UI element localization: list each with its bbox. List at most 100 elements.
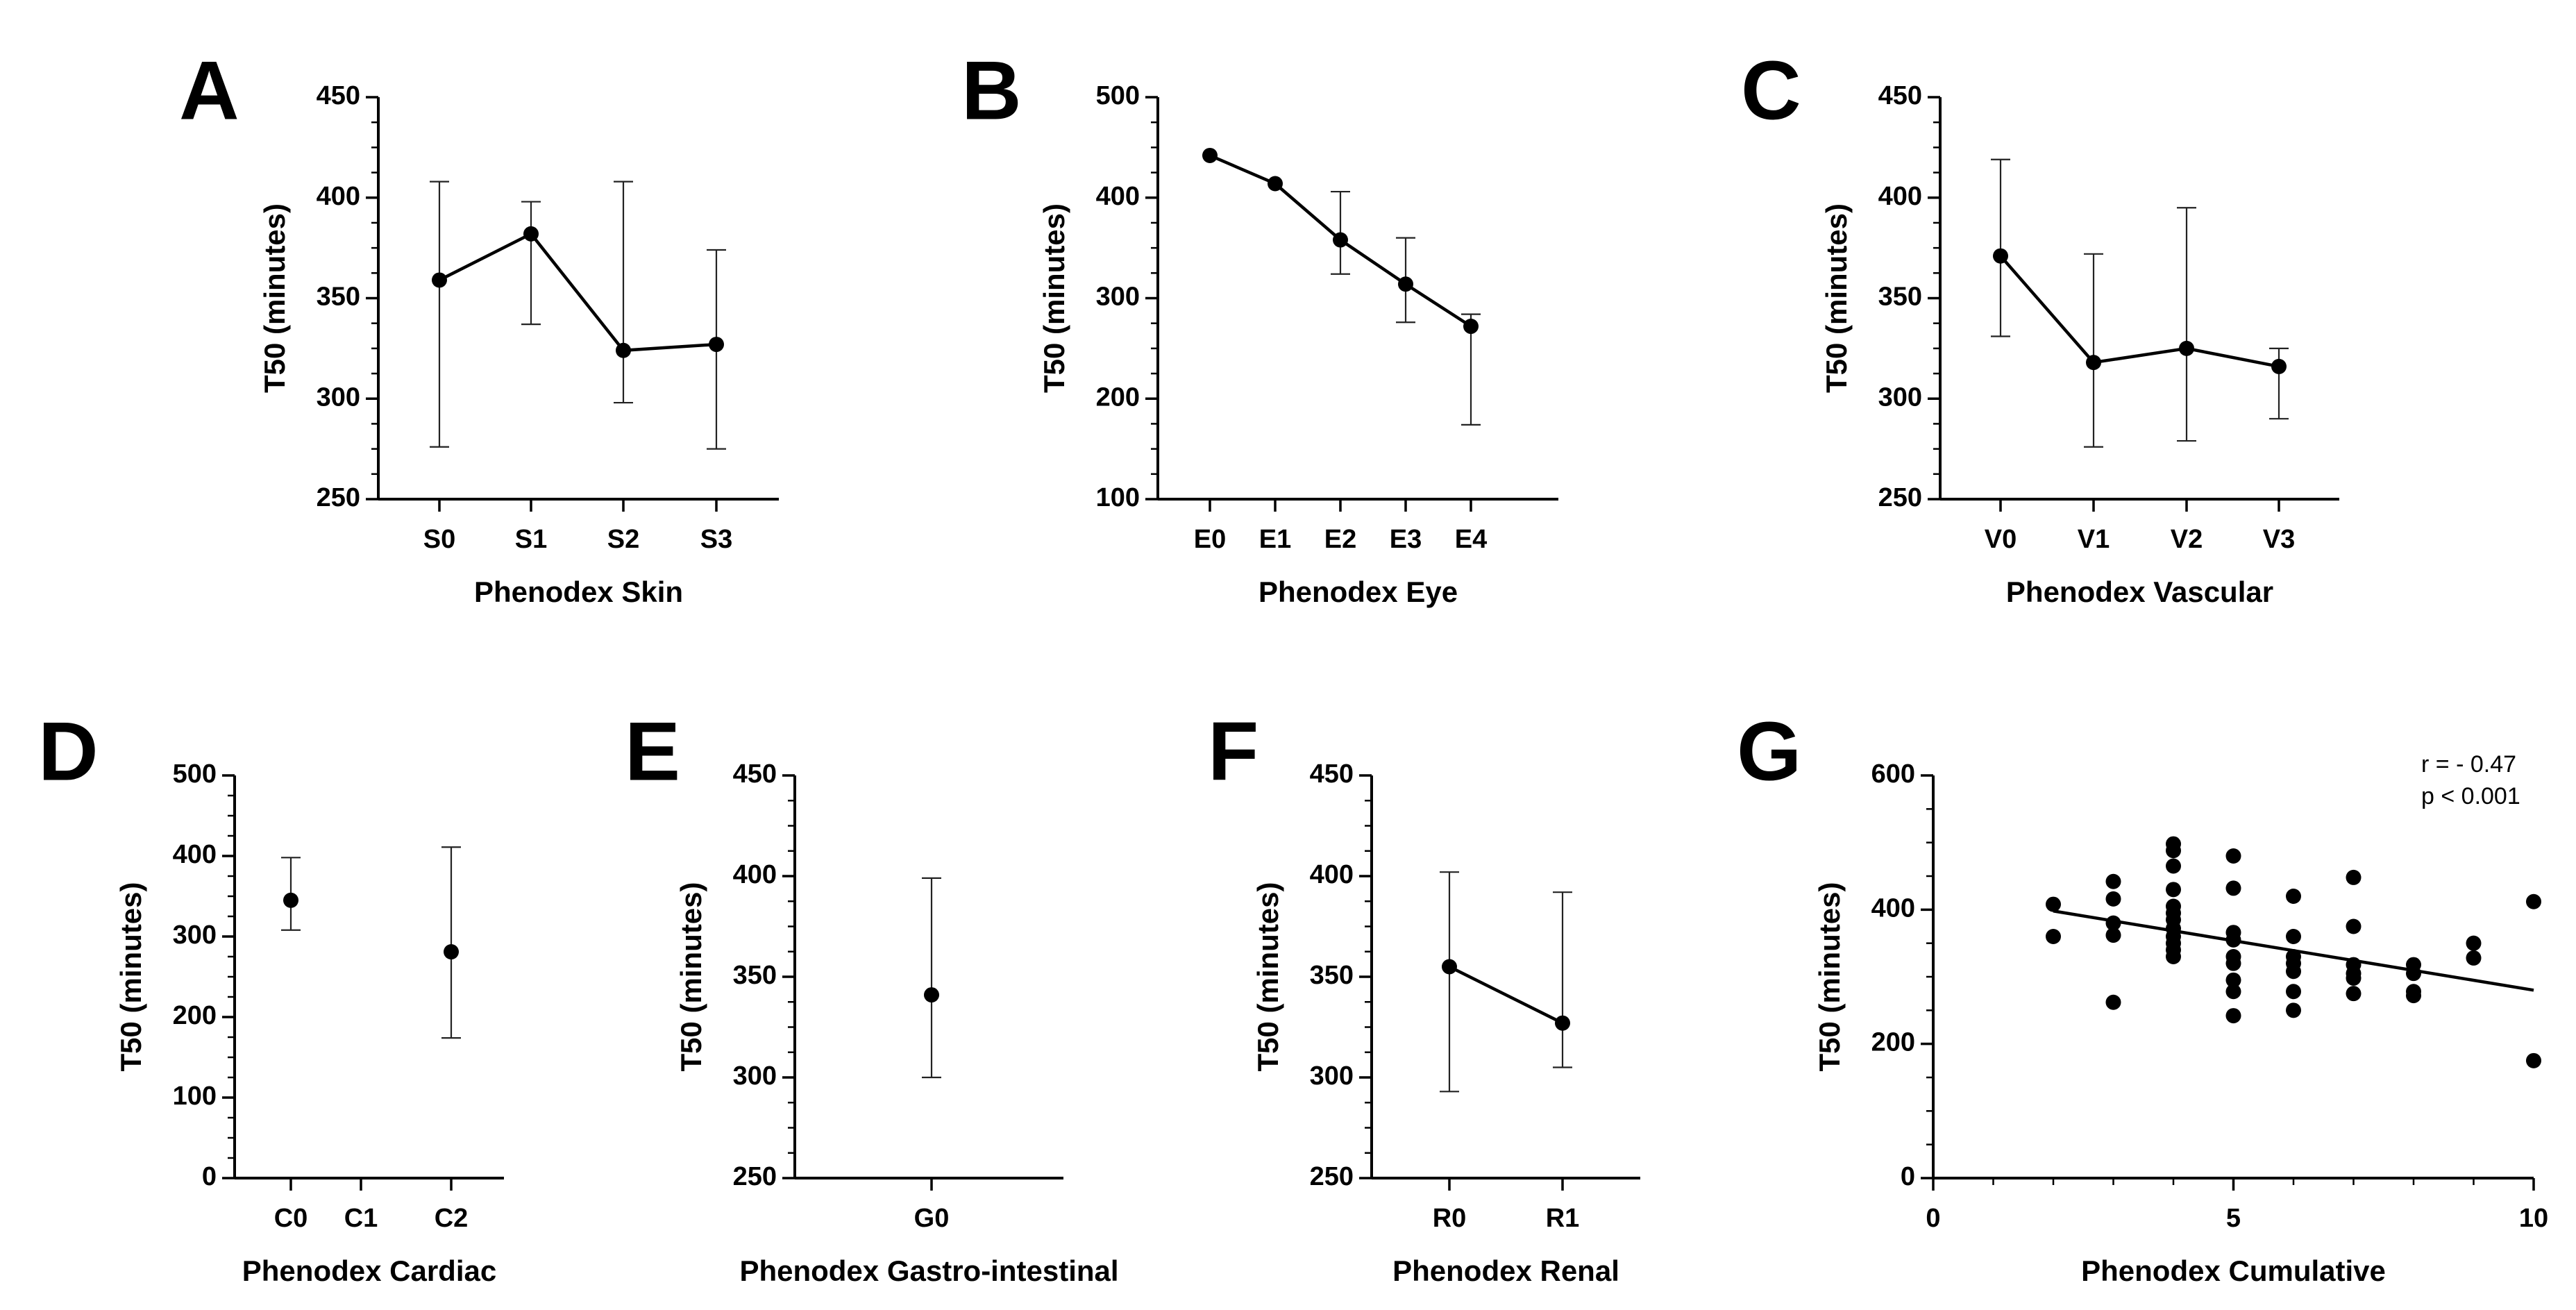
data-point <box>2346 869 2362 885</box>
x-tick-label: R1 <box>1546 1204 1580 1233</box>
data-point <box>2406 988 2421 1004</box>
data-point <box>2286 889 2301 904</box>
y-tick-label: 300 <box>1878 383 1922 412</box>
data-point <box>2166 858 2181 874</box>
x-axis-label: Phenodex Eye <box>1258 576 1458 608</box>
data-point <box>2046 929 2061 944</box>
x-tick-label: G0 <box>914 1204 950 1233</box>
x-tick-label: C2 <box>435 1204 469 1233</box>
data-point <box>2105 873 2121 889</box>
data-point <box>523 226 539 242</box>
panel-g: G 0 200 400 600 T50 (minutes) Phenodex Cumulat… <box>1737 705 2548 1287</box>
x-tick-label: E1 <box>1259 525 1291 554</box>
y-tick-label: 350 <box>317 283 360 312</box>
y-tick-label: 350 <box>733 961 777 990</box>
data-point <box>2346 970 2362 986</box>
data-point <box>1398 276 1413 292</box>
data-point <box>616 342 631 358</box>
panel-letter: A <box>179 44 239 137</box>
data-point <box>1555 1015 1570 1031</box>
data-point <box>2346 986 2362 1002</box>
y-tick-label: 450 <box>317 81 360 110</box>
series-line <box>1448 965 1564 1025</box>
y-tick-label: 0 <box>202 1162 217 1191</box>
data-point <box>444 944 459 960</box>
data-point <box>1268 176 1283 192</box>
y-tick-label: 350 <box>1310 961 1354 990</box>
x-tick-label: 0 <box>1926 1204 1940 1233</box>
y-tick-label: 600 <box>1871 759 1915 789</box>
y-tick-label: 300 <box>733 1061 777 1091</box>
y-tick-label: 200 <box>1096 383 1140 412</box>
y-tick-label: 450 <box>1310 759 1354 789</box>
y-tick-label: 400 <box>173 840 217 869</box>
series-line <box>438 232 717 353</box>
y-tick-label: 500 <box>173 759 217 789</box>
data-point <box>2286 1002 2301 1018</box>
x-tick-label: S0 <box>423 525 455 554</box>
x-axis-label: Phenodex Renal <box>1392 1254 1619 1287</box>
y-tick-label: 250 <box>317 483 360 512</box>
x-tick-label: 10 <box>2519 1204 2548 1233</box>
data-point <box>1333 232 1348 248</box>
series-line <box>1999 255 2280 369</box>
y-axis-label: T50 (minutes) <box>1820 203 1853 393</box>
x-axis-label: Phenodex Cardiac <box>242 1254 496 1287</box>
correlation-r: r = - 0.47 <box>2421 751 2516 778</box>
data-point <box>2225 932 2241 948</box>
data-point <box>2105 994 2121 1010</box>
panel-e: E 250 300 350 400 450 T50 (minutes) Phenodex Ga… <box>625 705 1119 1287</box>
y-tick-label: 400 <box>317 182 360 211</box>
panel-letter: D <box>38 705 99 798</box>
y-axis-label: T50 (minutes) <box>1252 882 1284 1071</box>
y-tick-label: 250 <box>1310 1162 1354 1191</box>
data-point <box>1202 147 1218 163</box>
data-point <box>2166 949 2181 964</box>
x-axis-label: Phenodex Gastro-intestinal <box>739 1254 1118 1287</box>
data-point <box>2466 935 2482 951</box>
data-point <box>2105 891 2121 907</box>
y-axis-label: T50 (minutes) <box>675 882 707 1071</box>
data-point <box>2225 984 2241 1000</box>
data-point <box>2179 340 2194 356</box>
panel-letter: F <box>1208 705 1258 798</box>
panel-letter: B <box>961 44 1022 137</box>
data-point <box>2105 915 2121 931</box>
panel-letter: G <box>1737 705 1801 798</box>
y-tick-label: 450 <box>733 759 777 789</box>
y-tick-label: 400 <box>1871 893 1915 923</box>
x-axis-label: Phenodex Cumulative <box>2081 1254 2386 1287</box>
y-axis-label: T50 (minutes) <box>1038 203 1070 393</box>
data-point <box>1463 319 1479 335</box>
x-tick-label: E2 <box>1324 525 1356 554</box>
x-tick-label: 5 <box>2226 1204 2241 1233</box>
panel-c: C 250 300 350 400 450 T50 (minutes) Phenodex Va… <box>1741 44 2339 608</box>
data-point <box>2225 880 2241 896</box>
panel-letter: E <box>625 705 680 798</box>
y-tick-label: 200 <box>173 1001 217 1030</box>
y-tick-label: 250 <box>733 1162 777 1191</box>
x-tick-label: V2 <box>2171 525 2203 554</box>
y-tick-label: 450 <box>1878 81 1922 110</box>
y-tick-label: 0 <box>1901 1162 1915 1191</box>
data-point <box>2225 848 2241 864</box>
panel-letter: C <box>1741 44 1801 137</box>
data-point <box>2406 966 2421 982</box>
data-point <box>432 272 447 288</box>
y-tick-label: 200 <box>1871 1028 1915 1057</box>
panel-b: B 100 200 300 400 500 T50 (minutes) Phenodex Ey… <box>961 44 1558 608</box>
data-point <box>2225 955 2241 971</box>
x-tick-label: E4 <box>1455 525 1487 554</box>
data-point <box>2166 843 2181 859</box>
x-tick-label: V1 <box>2078 525 2110 554</box>
data-point <box>1442 959 1457 975</box>
data-point <box>2286 929 2301 944</box>
data-point <box>2225 972 2241 988</box>
x-tick-label: C1 <box>344 1204 378 1233</box>
data-point <box>2286 964 2301 980</box>
y-tick-label: 100 <box>173 1082 217 1111</box>
y-axis-label: T50 (minutes) <box>258 203 291 393</box>
x-tick-label: V0 <box>1985 525 2017 554</box>
data-point <box>2105 927 2121 943</box>
